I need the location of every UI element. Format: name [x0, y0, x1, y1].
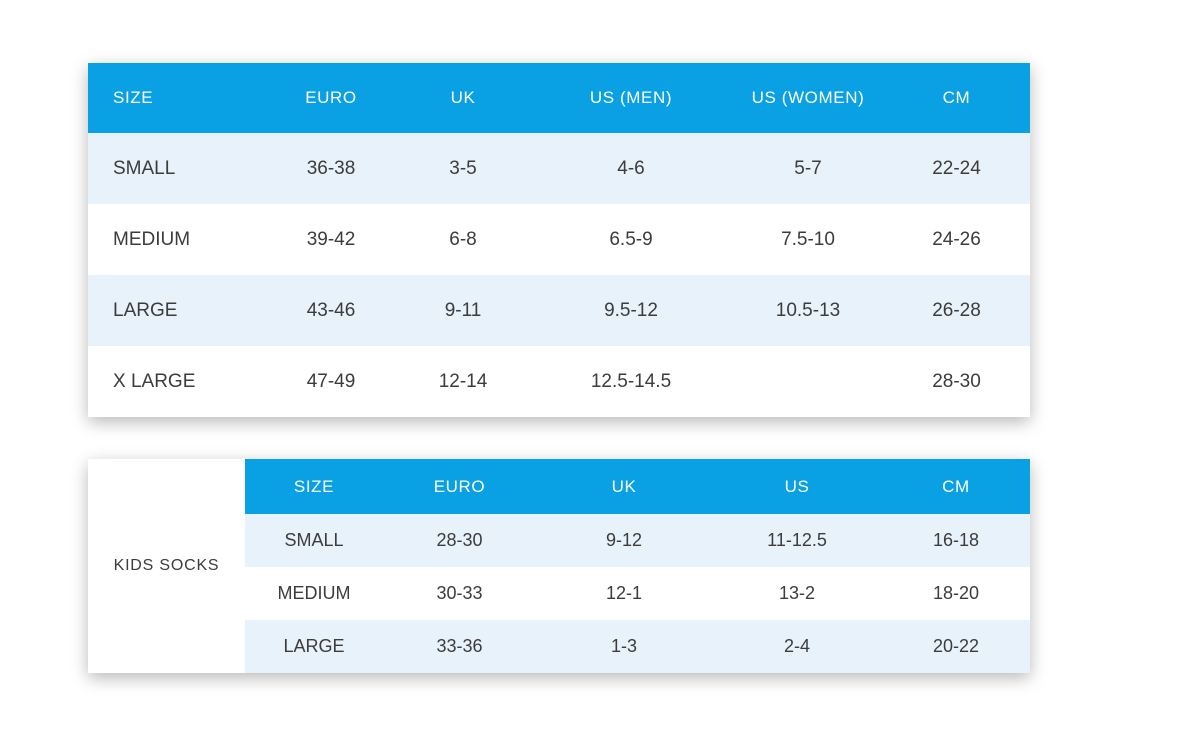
size-cell: LARGE — [245, 620, 383, 673]
table-row-kids-small: SMALL 28-30 9-12 11-12.5 16-18 — [245, 514, 1030, 567]
adult-header-us-women: US (WOMEN) — [733, 63, 883, 133]
value-cell: 9.5-12 — [529, 275, 733, 346]
value-cell: 26-28 — [883, 275, 1030, 346]
value-cell: 28-30 — [383, 514, 536, 567]
size-cell: LARGE — [88, 275, 265, 346]
adult-size-table: SIZE EURO UK US (MEN) US (WOMEN) CM SMAL… — [88, 63, 1030, 417]
value-cell: 9-12 — [536, 514, 712, 567]
kids-header-uk: UK — [536, 459, 712, 514]
kids-size-table: SIZE EURO UK US CM SMALL 28-30 9-12 11-1… — [245, 459, 1030, 673]
value-cell: 2-4 — [712, 620, 882, 673]
value-cell: 18-20 — [882, 567, 1030, 620]
value-cell: 22-24 — [883, 133, 1030, 204]
value-cell: 10.5-13 — [733, 275, 883, 346]
size-cell: SMALL — [245, 514, 383, 567]
kids-socks-label: KIDS SOCKS — [88, 459, 245, 673]
value-cell: 43-46 — [265, 275, 397, 346]
value-cell: 3-5 — [397, 133, 529, 204]
value-cell: 4-6 — [529, 133, 733, 204]
size-cell: X LARGE — [88, 346, 265, 417]
value-cell: 16-18 — [882, 514, 1030, 567]
value-cell: 13-2 — [712, 567, 882, 620]
value-cell: 36-38 — [265, 133, 397, 204]
value-cell: 39-42 — [265, 204, 397, 275]
table-row-small: SMALL 36-38 3-5 4-6 5-7 22-24 — [88, 133, 1030, 204]
value-cell — [733, 346, 883, 417]
table-row-kids-large: LARGE 33-36 1-3 2-4 20-22 — [245, 620, 1030, 673]
adult-size-chart-card: SIZE EURO UK US (MEN) US (WOMEN) CM SMAL… — [88, 63, 1030, 417]
size-cell: MEDIUM — [88, 204, 265, 275]
value-cell: 11-12.5 — [712, 514, 882, 567]
adult-header-euro: EURO — [265, 63, 397, 133]
kids-header-us: US — [712, 459, 882, 514]
value-cell: 7.5-10 — [733, 204, 883, 275]
value-cell: 6.5-9 — [529, 204, 733, 275]
value-cell: 12.5-14.5 — [529, 346, 733, 417]
value-cell: 5-7 — [733, 133, 883, 204]
value-cell: 20-22 — [882, 620, 1030, 673]
value-cell: 33-36 — [383, 620, 536, 673]
value-cell: 9-11 — [397, 275, 529, 346]
kids-header-row: SIZE EURO UK US CM — [245, 459, 1030, 514]
adult-header-us-men: US (MEN) — [529, 63, 733, 133]
value-cell: 6-8 — [397, 204, 529, 275]
table-row-large: LARGE 43-46 9-11 9.5-12 10.5-13 26-28 — [88, 275, 1030, 346]
table-row-medium: MEDIUM 39-42 6-8 6.5-9 7.5-10 24-26 — [88, 204, 1030, 275]
adult-header-size: SIZE — [88, 63, 265, 133]
table-row-xlarge: X LARGE 47-49 12-14 12.5-14.5 28-30 — [88, 346, 1030, 417]
value-cell: 12-1 — [536, 567, 712, 620]
value-cell: 24-26 — [883, 204, 1030, 275]
table-row-kids-medium: MEDIUM 30-33 12-1 13-2 18-20 — [245, 567, 1030, 620]
size-cell: SMALL — [88, 133, 265, 204]
adult-header-uk: UK — [397, 63, 529, 133]
kids-header-size: SIZE — [245, 459, 383, 514]
value-cell: 12-14 — [397, 346, 529, 417]
kids-header-euro: EURO — [383, 459, 536, 514]
kids-header-cm: CM — [882, 459, 1030, 514]
value-cell: 30-33 — [383, 567, 536, 620]
adult-header-row: SIZE EURO UK US (MEN) US (WOMEN) CM — [88, 63, 1030, 133]
kids-size-chart-card: KIDS SOCKS SIZE EURO UK US CM SMALL 28-3… — [88, 459, 1030, 673]
value-cell: 28-30 — [883, 346, 1030, 417]
value-cell: 1-3 — [536, 620, 712, 673]
value-cell: 47-49 — [265, 346, 397, 417]
adult-header-cm: CM — [883, 63, 1030, 133]
size-cell: MEDIUM — [245, 567, 383, 620]
